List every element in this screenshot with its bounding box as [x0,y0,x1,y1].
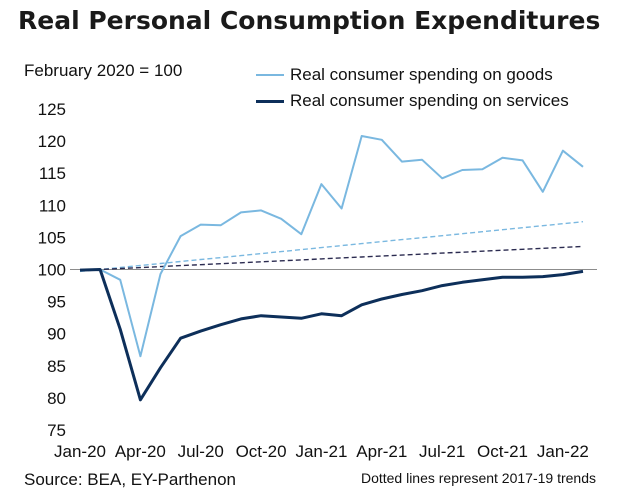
legend: Real consumer spending on goods Real con… [256,62,569,114]
y-tick-label: 115 [39,164,66,183]
x-tick-label: Apr-20 [115,442,166,461]
x-tick-label: Jan-22 [537,442,589,461]
y-tick-label: 95 [47,293,66,312]
axes: 75 80 85 90 95 100 105 110 115 120 125 Jan-20 Apr-20… [38,100,597,461]
source-note: Source: BEA, EY-Parthenon [24,470,237,489]
y-tick-label: 85 [47,357,66,376]
legend-item-services: Real consumer spending on services [256,88,569,114]
chart-subtitle: February 2020 = 100 [24,61,183,80]
x-tick-label: Oct-20 [236,442,287,461]
plot-area [79,135,584,402]
series-line-goods [79,135,584,358]
chart-title: Real Personal Consumption Expenditures [18,6,601,35]
y-tick-label: 75 [47,421,66,440]
legend-item-goods: Real consumer spending on goods [256,62,569,88]
x-tick-label: Jul-20 [178,442,224,461]
x-tick-label: Apr-21 [356,442,407,461]
y-tick-label: 90 [47,325,66,344]
trend-line-services [79,245,584,272]
x-tick-label: Jan-20 [54,442,106,461]
legend-swatch-goods [256,74,284,76]
series-line-services [79,268,584,402]
x-tick-label: Oct-21 [477,442,528,461]
y-tick-label: 105 [38,228,66,247]
legend-label-services: Real consumer spending on services [290,91,569,110]
y-tick-label: 120 [38,132,66,151]
legend-label-goods: Real consumer spending on goods [290,65,553,84]
x-tick-label: Jan-21 [295,442,347,461]
trend-line-goods [79,221,584,273]
y-tick-label: 100 [38,261,66,280]
legend-swatch-services [256,99,284,103]
y-tick-label: 125 [38,100,66,119]
trend-note: Dotted lines represent 2017-19 trends [360,470,596,486]
y-tick-label: 80 [47,389,66,408]
y-tick-label: 110 [39,196,66,215]
x-tick-label: Jul-21 [419,442,465,461]
